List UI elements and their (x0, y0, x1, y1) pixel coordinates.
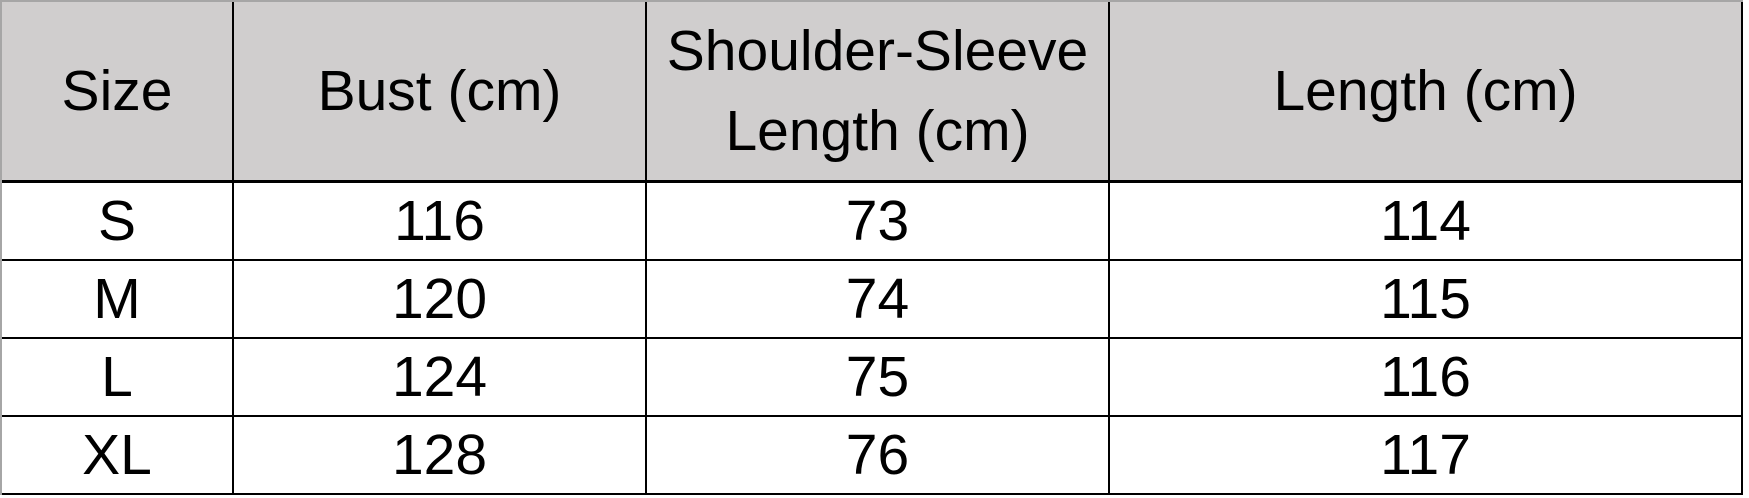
header-cell-shoulder-sleeve: Shoulder-Sleeve Length (cm) (647, 2, 1110, 183)
cell-size-m: M (2, 261, 234, 339)
cell-shoulder-sleeve-s: 73 (647, 183, 1110, 261)
cell-shoulder-sleeve-xl: 76 (647, 417, 1110, 495)
cell-size-xl: XL (2, 417, 234, 495)
header-cell-size: Size (2, 2, 234, 183)
cell-length-l: 116 (1110, 339, 1743, 417)
cell-length-m: 115 (1110, 261, 1743, 339)
cell-shoulder-sleeve-l: 75 (647, 339, 1110, 417)
cell-bust-m: 120 (234, 261, 647, 339)
cell-size-s: S (2, 183, 234, 261)
cell-bust-xl: 128 (234, 417, 647, 495)
cell-size-l: L (2, 339, 234, 417)
cell-bust-l: 124 (234, 339, 647, 417)
cell-bust-s: 116 (234, 183, 647, 261)
cell-length-s: 114 (1110, 183, 1743, 261)
header-cell-bust: Bust (cm) (234, 2, 647, 183)
cell-length-xl: 117 (1110, 417, 1743, 495)
cell-shoulder-sleeve-m: 74 (647, 261, 1110, 339)
header-cell-length: Length (cm) (1110, 2, 1743, 183)
